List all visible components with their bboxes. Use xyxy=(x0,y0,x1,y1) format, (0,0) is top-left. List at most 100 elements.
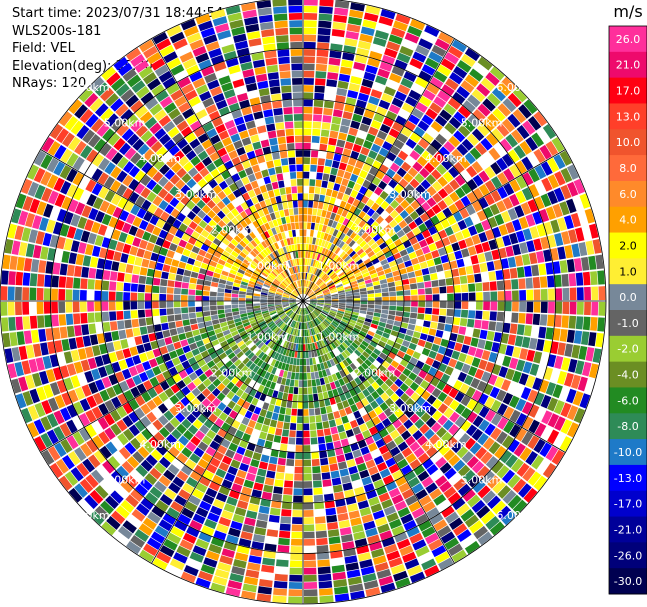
range-gate xyxy=(382,263,390,270)
range-gate xyxy=(348,465,359,475)
range-gate xyxy=(346,229,354,237)
range-gate xyxy=(482,490,496,504)
range-gate xyxy=(85,474,99,489)
range-gate xyxy=(15,316,24,331)
range-gate xyxy=(245,301,253,304)
range-gate xyxy=(68,487,83,503)
range-gate xyxy=(195,507,209,518)
range-gate xyxy=(421,401,432,412)
range-gate xyxy=(303,509,314,517)
range-gate xyxy=(466,456,479,469)
range-gate xyxy=(445,316,454,325)
range-gate xyxy=(359,354,367,362)
range-gate xyxy=(324,500,335,509)
range-gate xyxy=(406,265,414,273)
range-gate xyxy=(503,420,515,434)
range-gate xyxy=(394,90,407,102)
range-gate xyxy=(367,330,375,337)
range-gate xyxy=(173,301,181,308)
range-gate xyxy=(501,510,517,526)
range-gate xyxy=(260,378,268,387)
range-gate xyxy=(443,183,454,195)
range-gate xyxy=(528,419,540,434)
range-gate xyxy=(307,387,313,395)
range-gate xyxy=(213,434,224,444)
range-gate xyxy=(304,287,306,294)
range-gate xyxy=(287,393,293,401)
range-gate xyxy=(362,324,370,330)
range-gate xyxy=(509,164,521,178)
range-gate xyxy=(509,232,519,245)
range-gate xyxy=(323,166,331,174)
range-gate xyxy=(192,377,202,387)
range-gate xyxy=(329,311,337,316)
range-gate xyxy=(185,402,196,413)
range-gate xyxy=(297,322,300,329)
range-gate xyxy=(138,275,147,284)
range-gate xyxy=(436,426,447,438)
range-gate xyxy=(346,569,361,579)
range-gate xyxy=(136,344,146,354)
range-gate xyxy=(332,276,339,282)
range-gate xyxy=(518,104,532,119)
range-gate xyxy=(420,379,430,390)
range-gate xyxy=(346,324,354,330)
range-gate xyxy=(267,365,274,373)
range-gate xyxy=(398,178,409,189)
range-gate xyxy=(324,303,332,306)
range-gate xyxy=(400,359,409,368)
range-gate xyxy=(290,372,296,380)
range-gate xyxy=(138,318,147,327)
range-gate xyxy=(521,401,533,415)
range-gate xyxy=(420,412,431,423)
range-gate xyxy=(392,369,402,378)
range-gate xyxy=(225,284,233,290)
range-gate xyxy=(314,334,319,342)
range-gate xyxy=(306,289,312,296)
range-gate xyxy=(485,72,500,86)
range-gate xyxy=(379,352,388,360)
range-gate xyxy=(204,369,214,378)
range-gate xyxy=(295,222,299,230)
range-gate xyxy=(183,564,199,577)
range-gate xyxy=(417,307,425,314)
range-gate xyxy=(312,473,322,481)
range-gate xyxy=(526,301,534,313)
range-gate xyxy=(309,303,316,307)
range-gate xyxy=(380,9,396,20)
range-gate xyxy=(507,334,517,346)
range-gate xyxy=(465,204,476,216)
range-gate xyxy=(277,545,290,553)
range-ring-label: 2.00km xyxy=(211,224,253,237)
range-gate xyxy=(307,321,311,329)
range-gate xyxy=(315,179,322,187)
range-gate xyxy=(413,464,426,476)
range-gate xyxy=(443,141,456,153)
range-gate xyxy=(202,296,210,301)
range-gate xyxy=(324,159,333,167)
range-gate xyxy=(157,403,169,414)
range-gate xyxy=(451,223,461,234)
range-gate xyxy=(400,513,414,525)
range-gate xyxy=(253,295,260,299)
range-gate xyxy=(473,525,489,540)
range-gate xyxy=(192,488,205,500)
colorbar-tick-label: -10.0 xyxy=(614,446,642,459)
range-gate xyxy=(453,523,468,536)
range-gate xyxy=(357,439,367,449)
range-gate xyxy=(273,336,280,343)
range-gate xyxy=(285,308,292,314)
colorbar-tick-label: -26.0 xyxy=(614,549,642,562)
range-gate xyxy=(579,193,591,209)
range-gate xyxy=(383,369,393,378)
range-gate xyxy=(244,368,252,377)
range-gate xyxy=(449,411,460,423)
range-gate xyxy=(175,320,183,328)
range-gate xyxy=(357,391,366,401)
range-gate xyxy=(345,237,353,245)
range-gate xyxy=(554,274,562,287)
range-gate xyxy=(400,273,409,280)
range-gate xyxy=(298,307,302,315)
range-gate xyxy=(522,172,534,186)
range-gate xyxy=(439,301,447,309)
